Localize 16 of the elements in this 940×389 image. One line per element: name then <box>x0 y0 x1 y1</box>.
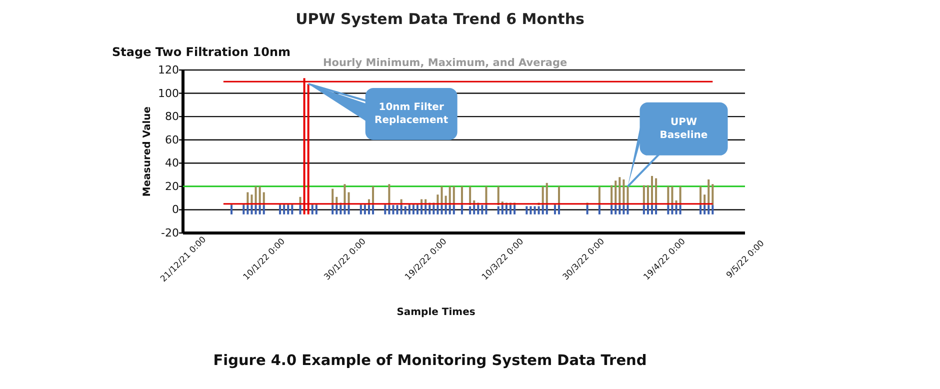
caption: Figure 4.0 Example of Monitoring System Data Trend <box>213 353 647 369</box>
y-tick-label: 80 <box>165 110 179 124</box>
y-tick-label: 0 <box>172 203 179 216</box>
y-tick-label: 20 <box>165 180 179 193</box>
x-axis-title: Sample Times <box>396 307 476 318</box>
y-tick-label: -20 <box>161 226 179 240</box>
y-tick-label: 120 <box>158 64 179 77</box>
y-tick-label: 60 <box>165 133 179 146</box>
y-axis-title: Measured Value <box>142 106 153 197</box>
y-tick-label: 100 <box>158 86 179 100</box>
chart-title: UPW System Data Trend 6 Months <box>296 10 585 28</box>
text: Hourly Minimum, Maximum, and Average <box>323 57 568 69</box>
annotation: 10nm Filter Replacement <box>374 102 448 126</box>
annotation: UPW Baseline <box>660 116 708 141</box>
chart-subtitle: Stage Two Filtration 10nm <box>112 45 290 59</box>
y-tick-label: 40 <box>165 156 179 170</box>
